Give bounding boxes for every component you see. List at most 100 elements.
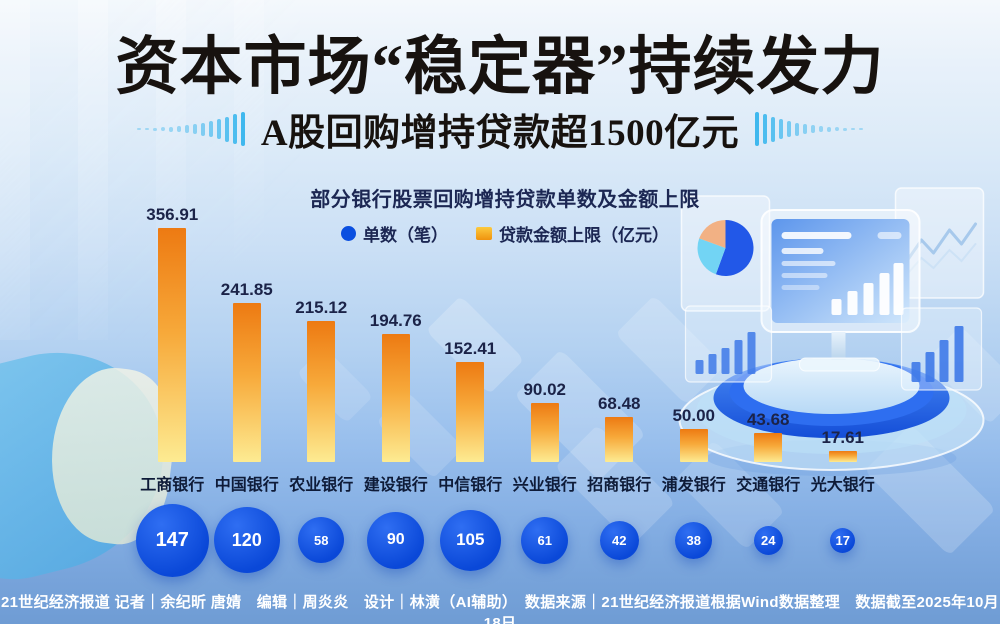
wave-bar xyxy=(827,126,832,132)
monitor xyxy=(760,209,921,372)
wave-bar xyxy=(232,114,237,144)
bank-name-label: 农业银行 xyxy=(289,477,354,494)
count-circle: 61 xyxy=(521,516,569,564)
bar xyxy=(456,362,485,462)
wave-bar xyxy=(200,122,205,136)
wave-bar xyxy=(803,124,808,134)
bar-value-label: 68.48 xyxy=(597,394,641,414)
count-circle: 38 xyxy=(675,521,713,559)
count-circle-cell: 38 xyxy=(657,500,732,580)
wave-bar xyxy=(787,121,792,137)
count-circle-cell: 90 xyxy=(359,500,434,580)
bar-value-label: 43.68 xyxy=(746,410,790,430)
monitor-stand xyxy=(831,332,846,360)
wave-bar xyxy=(755,112,760,146)
wave-bar xyxy=(859,128,864,130)
wave-bar xyxy=(176,126,181,132)
count-circle-cell: 61 xyxy=(508,500,583,580)
legend-label: 单数（笔） xyxy=(363,226,448,245)
bank-name-label: 兴业银行 xyxy=(512,477,577,494)
bank-name-label: 浦发银行 xyxy=(661,477,726,494)
page-subtitle: A股回购增持贷款超1500亿元 xyxy=(260,113,740,154)
pie-chart-panel xyxy=(680,195,771,312)
mini-bar-panel-left xyxy=(684,305,773,383)
chart-legend: 单数（笔） 贷款金额上限（亿元） xyxy=(255,221,755,246)
count-circle: 90 xyxy=(367,511,425,569)
count-circle-cell: 17 xyxy=(806,500,881,580)
chart-title: 部分银行股票回购增持贷款单数及金额上限 xyxy=(310,189,700,211)
wave-bar xyxy=(240,112,245,146)
bar-column: 17.61 光大银行 xyxy=(806,200,881,495)
bar xyxy=(381,334,410,462)
wave-bar xyxy=(208,121,213,137)
count-circle-cell: 147 xyxy=(135,500,210,580)
dashboard-3d-illustration xyxy=(678,187,985,476)
footer-credit: 21世纪经济报道 记者｜余纪昕 唐婧 编辑｜周炎炎 设计｜林潢（AI辅助） 数据… xyxy=(1,594,999,624)
chart-header: 部分银行股票回购增持贷款单数及金额上限 单数（笔） 贷款金额上限（亿元） xyxy=(255,183,755,246)
screen-bar-chart-icon xyxy=(831,263,904,315)
wave-bar xyxy=(779,119,784,139)
count-circle-cell: 120 xyxy=(210,500,285,580)
wave-bar xyxy=(160,127,165,131)
pie-chart-icon xyxy=(697,220,754,276)
bank-name-label: 交通银行 xyxy=(736,477,801,494)
wave-bar xyxy=(811,125,816,133)
bank-name-label: 中信银行 xyxy=(438,477,503,494)
soundwave-right-icon xyxy=(755,112,864,146)
bar-column: 241.85 中国银行 xyxy=(210,200,285,494)
bar xyxy=(530,403,559,462)
background-light-streaks xyxy=(0,0,300,340)
wave-bar xyxy=(136,128,141,130)
bar-value-label: 152.41 xyxy=(444,339,497,359)
bar xyxy=(605,417,634,462)
wave-bar xyxy=(819,126,824,132)
count-circle-cell: 24 xyxy=(731,500,806,580)
count-circle: 24 xyxy=(753,525,783,555)
bar-value-label: 241.85 xyxy=(220,280,273,300)
bar-chart: 356.91 工商银行 241.85 中国银行 215.12 农业银行 194.76 建设银行… xyxy=(135,200,881,495)
bank-name-label: 光大银行 xyxy=(810,477,875,494)
wave-bar xyxy=(144,128,149,130)
wave-bar xyxy=(224,116,229,142)
wave-bar xyxy=(843,127,848,131)
page-title: 资本市场“稳定器”持续发力 xyxy=(115,32,885,102)
bank-name-label: 工商银行 xyxy=(140,477,205,494)
count-circle: 42 xyxy=(599,520,639,560)
count-circle: 105 xyxy=(439,509,501,571)
podium xyxy=(678,358,985,476)
bar xyxy=(679,429,708,462)
bar-column: 68.48 招商银行 xyxy=(582,200,657,494)
count-circle-cell: 42 xyxy=(582,500,657,580)
bank-name-label: 招商银行 xyxy=(587,477,652,494)
legend-square-marker-icon xyxy=(476,227,492,240)
monitor-base xyxy=(799,357,880,372)
soundwave-left-icon xyxy=(136,112,245,146)
legend-item: 单数（笔） xyxy=(341,221,448,246)
wave-bar xyxy=(216,119,221,139)
bar-value-label: 194.76 xyxy=(369,311,422,331)
legend-label: 贷款金额上限（亿元） xyxy=(499,226,669,245)
bank-name-label: 建设银行 xyxy=(363,477,428,494)
wave-bar xyxy=(795,122,800,136)
bar xyxy=(307,321,336,462)
bank-name-label: 中国银行 xyxy=(214,477,279,494)
bar xyxy=(754,433,783,462)
bar-column: 356.91 工商银行 xyxy=(135,200,210,494)
bar-value-label: 215.12 xyxy=(295,298,348,317)
bar-value-label: 356.91 xyxy=(146,205,199,224)
subtitle-row: A股回购增持贷款超1500亿元 xyxy=(0,103,1000,155)
wave-bar xyxy=(168,126,173,132)
wave-bar xyxy=(152,127,157,131)
legend-item: 贷款金额上限（亿元） xyxy=(476,221,669,246)
count-circle-cell: 58 xyxy=(284,500,359,580)
wave-bar xyxy=(851,128,856,130)
count-circle: 120 xyxy=(213,507,280,573)
bar xyxy=(158,228,187,462)
bar-value-label: 90.02 xyxy=(523,380,567,399)
bar xyxy=(828,450,857,462)
count-circles-row: 147 120 58 90 105 61 42 38 24 17 xyxy=(135,500,880,580)
legend-circle-marker-icon xyxy=(341,226,356,241)
bar-value-label: 50.00 xyxy=(672,406,716,426)
wave-bar xyxy=(771,116,776,142)
